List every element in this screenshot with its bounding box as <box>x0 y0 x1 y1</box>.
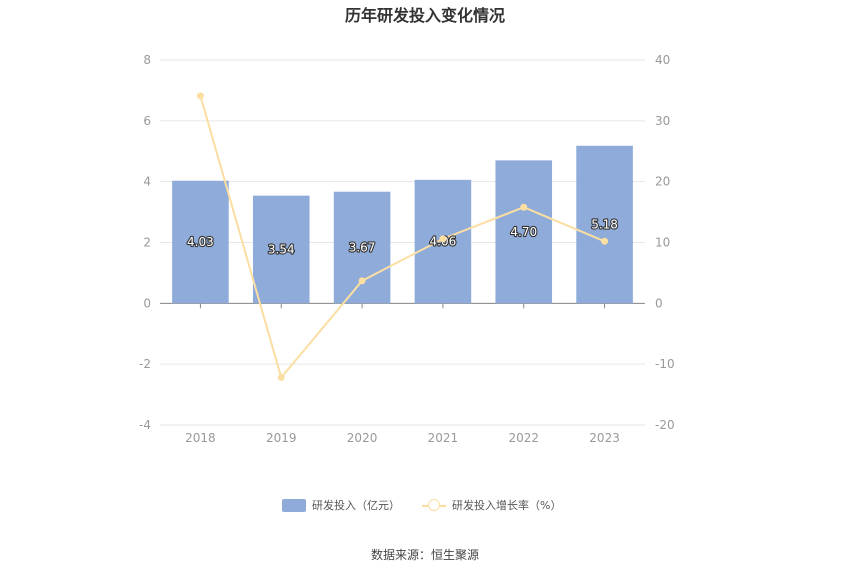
y-left-tick-label: 2 <box>143 236 151 250</box>
growth-point <box>520 203 528 211</box>
legend-line-swatch <box>422 498 446 512</box>
bar <box>333 191 391 304</box>
y-left-tick-label: 8 <box>143 53 151 67</box>
bar <box>495 160 553 304</box>
y-left-tick-label: 6 <box>143 114 151 128</box>
x-tick-label: 2018 <box>185 431 216 445</box>
y-left-tick-label: 4 <box>143 175 151 189</box>
legend-item-bar[interactable]: 研发投入（亿元） <box>282 497 400 513</box>
bar <box>172 180 229 304</box>
y-right-tick-label: 10 <box>655 236 670 250</box>
y-right-tick-label: -20 <box>655 418 675 432</box>
y-right-tick-label: 20 <box>655 175 670 189</box>
growth-point <box>439 235 447 243</box>
y-right-tick-label: 40 <box>655 53 670 67</box>
x-tick-label: 2021 <box>428 431 459 445</box>
y-left-tick-label: 0 <box>143 296 151 310</box>
x-tick-label: 2020 <box>347 431 378 445</box>
growth-point <box>358 277 366 285</box>
y-left-tick-label: -4 <box>139 418 151 432</box>
legend-item-line[interactable]: 研发投入增长率（%） <box>422 497 561 513</box>
growth-point <box>601 237 609 245</box>
data-source: 数据来源：恒生聚源 <box>370 548 479 562</box>
x-tick-label: 2023 <box>589 431 620 445</box>
x-tick-label: 2022 <box>508 431 539 445</box>
bar <box>252 195 310 304</box>
bar-value-label: 3.54 <box>268 242 295 256</box>
chart-title: 历年研发投入变化情况 <box>344 6 505 25</box>
y-left-tick-label: -2 <box>139 357 151 371</box>
y-right-tick-label: 30 <box>655 114 670 128</box>
growth-point <box>277 374 285 382</box>
bar-value-label: 4.03 <box>187 235 214 249</box>
legend-line-label: 研发投入增长率（%） <box>452 499 562 512</box>
y-right-tick-label: -10 <box>655 357 675 371</box>
y-right-tick-label: 0 <box>655 296 663 310</box>
bar-value-label: 3.67 <box>349 241 376 255</box>
legend-bar-swatch <box>282 498 306 512</box>
x-tick-label: 2019 <box>266 431 297 445</box>
bar <box>576 145 633 304</box>
growth-line <box>199 95 605 380</box>
growth-point <box>196 92 204 100</box>
bar-value-label: 4.70 <box>510 225 537 239</box>
chart-legend: 研发投入（亿元） 研发投入增长率（%） <box>282 497 583 513</box>
legend-bar-label: 研发投入（亿元） <box>312 499 400 512</box>
bar-value-label: 5.18 <box>591 218 618 232</box>
